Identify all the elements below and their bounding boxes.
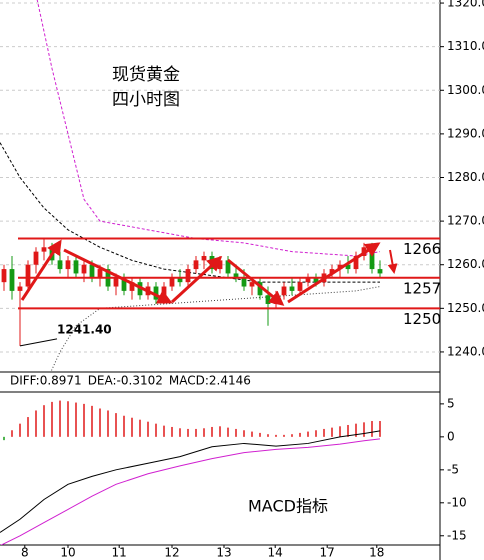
candle-body xyxy=(353,255,359,270)
candle-body xyxy=(73,260,79,274)
y-tick-label: 1250.00 xyxy=(447,301,484,315)
y-tick-label: 1300.00 xyxy=(447,83,484,97)
indicator-line xyxy=(36,0,381,257)
x-tick-label: 10 xyxy=(60,546,75,560)
candle-body xyxy=(257,282,263,296)
candle-body xyxy=(177,277,183,283)
y-tick-label: 1310.00 xyxy=(447,39,484,53)
low-pointer xyxy=(19,338,58,347)
candle-body xyxy=(129,282,135,291)
low-label: 1241.40 xyxy=(57,322,112,336)
candle-body xyxy=(241,277,247,287)
candle-body xyxy=(281,286,287,296)
macd-panel xyxy=(0,400,381,545)
level-label: 1257 xyxy=(403,279,441,297)
candle-body xyxy=(297,282,303,291)
candle-body xyxy=(369,247,375,270)
candle-body xyxy=(217,260,223,270)
y-tick-label: 1280.00 xyxy=(447,170,484,184)
candle-body xyxy=(57,260,63,270)
y-tick-label: -10 xyxy=(447,495,467,509)
candle-body xyxy=(345,264,351,270)
annotation: 现货黄金 xyxy=(112,65,180,85)
candle-body xyxy=(185,269,191,283)
candle-body xyxy=(121,277,127,291)
candle-body xyxy=(313,277,319,283)
candle-body xyxy=(193,260,199,270)
indicator-line xyxy=(0,430,381,533)
macd-header: MACD:2.4146 xyxy=(169,374,251,388)
y-tick-label: -15 xyxy=(447,528,467,542)
candle-body xyxy=(65,260,71,270)
trend-arrow xyxy=(170,255,223,304)
candle-body xyxy=(169,277,175,287)
candle-body xyxy=(329,269,335,274)
candle-body xyxy=(201,255,207,261)
candle-body xyxy=(17,286,23,291)
x-tick-label: 13 xyxy=(216,546,231,560)
y-tick-label: 1260.00 xyxy=(447,257,484,271)
y-tick-label: 0 xyxy=(447,429,455,443)
annotation: MACD指标 xyxy=(248,497,328,516)
indicator-line xyxy=(0,438,381,545)
candle-body xyxy=(377,269,383,274)
y-tick-label: 1270.00 xyxy=(447,214,484,228)
candle-body xyxy=(265,295,271,304)
x-tick-label: 8 xyxy=(21,546,29,560)
candle-body xyxy=(225,260,231,274)
x-tick-label: 12 xyxy=(164,546,179,560)
candle-body xyxy=(233,273,239,278)
candle-body xyxy=(305,277,311,283)
y-tick-label: -5 xyxy=(447,462,459,476)
trend-arrow xyxy=(227,258,285,306)
x-tick-label: 18 xyxy=(369,546,384,560)
macd-header: DEA:-0.3102 xyxy=(88,374,163,388)
candle-body xyxy=(33,251,39,265)
candle-body xyxy=(41,247,47,252)
trend-arrow xyxy=(63,248,173,304)
y-tick-label: 1290.00 xyxy=(447,126,484,140)
x-tick-label: 14 xyxy=(268,546,283,560)
candle-body xyxy=(89,264,95,278)
level-label: 1266 xyxy=(403,240,441,258)
trend-arrow xyxy=(287,242,381,304)
candle-body xyxy=(81,264,87,274)
candle-body xyxy=(97,269,103,278)
trend-arrow xyxy=(20,239,62,301)
trend-arrow xyxy=(387,249,398,274)
annotation: 四小时图 xyxy=(112,90,180,110)
candle-body xyxy=(25,264,31,287)
candle-body xyxy=(289,286,295,291)
candle-body xyxy=(9,269,15,291)
y-tick-label: 1320.00 xyxy=(447,0,484,10)
level-label: 1250 xyxy=(403,310,441,328)
candle-body xyxy=(1,269,7,283)
y-tick-label: 5 xyxy=(447,396,455,410)
y-tick-label: 1240.00 xyxy=(447,344,484,358)
candle-body xyxy=(249,282,255,287)
macd-header: DIFF:0.8971 xyxy=(10,374,82,388)
candle-body xyxy=(113,277,119,287)
x-tick-label: 11 xyxy=(112,546,127,560)
indicator-line xyxy=(0,142,380,283)
x-tick-label: 17 xyxy=(320,546,335,560)
